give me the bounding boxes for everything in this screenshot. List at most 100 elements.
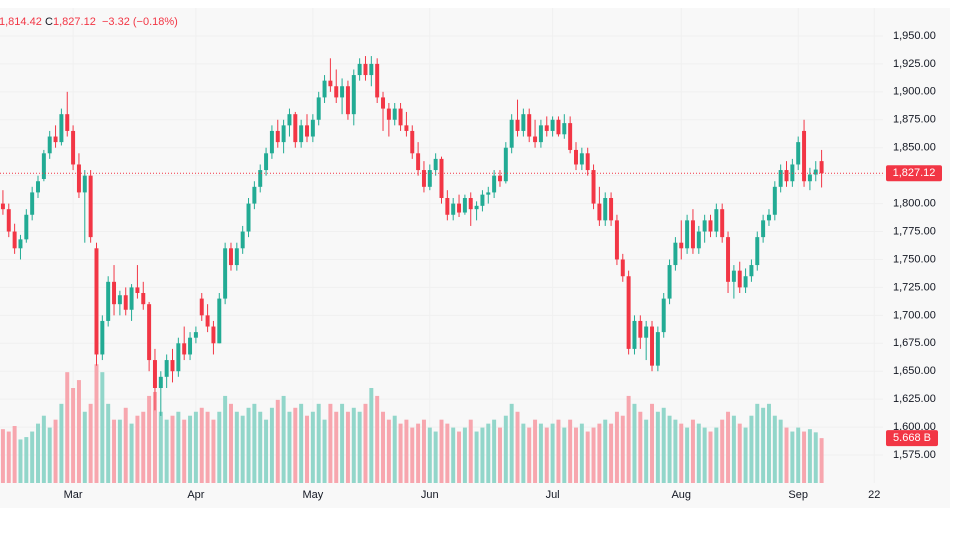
candle-body [100, 320, 105, 355]
candle-body [433, 158, 438, 171]
volume-bar [30, 431, 35, 483]
candle-body [614, 220, 619, 260]
candle-body [544, 125, 549, 131]
candle-body [468, 198, 473, 210]
candle-body [375, 63, 380, 98]
candle-body [369, 63, 374, 76]
volume-bar [211, 419, 216, 483]
volume-bar [252, 403, 257, 483]
volume-bar [439, 419, 444, 483]
volume-bar [468, 419, 473, 483]
candle-body [47, 136, 52, 154]
volume-bar [65, 372, 70, 483]
volume-bar [427, 427, 432, 483]
candle-body [673, 242, 678, 266]
last-volume-box [886, 430, 938, 447]
volume-bar [0, 429, 5, 483]
volume-bar [223, 395, 228, 483]
candle-body [503, 147, 508, 182]
volume-bar [322, 419, 327, 483]
candle-body [112, 281, 117, 305]
volume-bar [661, 407, 666, 483]
candle-body [521, 114, 526, 131]
candle-body [603, 198, 608, 221]
candle-body [0, 203, 5, 210]
volume-bar [509, 403, 514, 483]
volume-bar [398, 423, 403, 483]
volume-bar [486, 423, 491, 483]
volume-bar [574, 427, 578, 483]
volume-bar [147, 395, 152, 483]
candle-body [726, 237, 731, 282]
candle-body [135, 287, 140, 293]
volume-bar [176, 411, 181, 483]
candle-body [445, 198, 450, 215]
candle-body [661, 298, 666, 333]
candle-body [796, 142, 801, 165]
candle-body [451, 203, 456, 215]
volume-bar [117, 419, 122, 483]
candle-body [515, 119, 520, 131]
volume-bar [492, 419, 497, 483]
candle-body [597, 203, 602, 221]
candle-body [252, 186, 257, 204]
candle-body [474, 205, 479, 210]
x-tick-label: Aug [671, 489, 691, 501]
volume-bar [345, 411, 350, 483]
header-change: −3.32 (−0.18%) [102, 16, 178, 28]
candle-body [708, 220, 713, 232]
volume-bar [351, 407, 356, 483]
candle-body [556, 119, 561, 135]
candle-body [650, 326, 655, 366]
candle-body [480, 194, 485, 206]
volume-bar [94, 364, 99, 483]
x-tick-label: Mar [64, 489, 83, 501]
volume-bar [369, 388, 374, 483]
volume-bar [462, 427, 467, 483]
candle-body [328, 80, 333, 87]
volume-bar [47, 427, 52, 483]
volume-bar [737, 423, 742, 483]
volume-bar [790, 431, 795, 483]
candle-body [550, 119, 555, 131]
candle-body [690, 220, 695, 249]
candle-body [579, 153, 584, 165]
volume-bar [246, 407, 251, 483]
volume-bar [410, 427, 415, 483]
volume-bar [503, 415, 508, 483]
volume-bar [170, 415, 175, 483]
y-tick-label: 1,700.00 [893, 309, 936, 321]
candle-body [123, 295, 128, 310]
candle-body [59, 114, 64, 143]
volume-bar [644, 419, 649, 483]
candle-body [492, 175, 497, 193]
y-tick-label: 1,575.00 [893, 449, 936, 461]
volume-bar [36, 423, 40, 483]
candle-body [626, 276, 631, 349]
candle-body [749, 265, 754, 277]
volume-bar [421, 419, 426, 483]
volume-bar [310, 411, 315, 483]
candle-body [240, 231, 245, 249]
candle-body [287, 114, 292, 126]
candle-body [340, 86, 345, 98]
candle-body [129, 287, 134, 310]
candle-body [357, 63, 362, 76]
candle-body [106, 281, 111, 321]
candle-body [568, 123, 573, 150]
volume-bar [772, 415, 777, 483]
volume-bar [88, 403, 93, 483]
volume-bar [609, 423, 614, 483]
volume-bar [766, 403, 771, 483]
volume-bar [188, 415, 193, 483]
volume-bar [375, 395, 380, 483]
volume-bar [457, 431, 462, 483]
candle-body [71, 130, 76, 165]
volume-bar [269, 407, 274, 483]
candle-body [802, 130, 807, 182]
volume-bar [334, 411, 339, 483]
y-tick-label: 1,725.00 [893, 281, 936, 293]
volume-bar [193, 411, 198, 483]
volume-bar [12, 426, 17, 483]
volume-bar [386, 419, 391, 483]
